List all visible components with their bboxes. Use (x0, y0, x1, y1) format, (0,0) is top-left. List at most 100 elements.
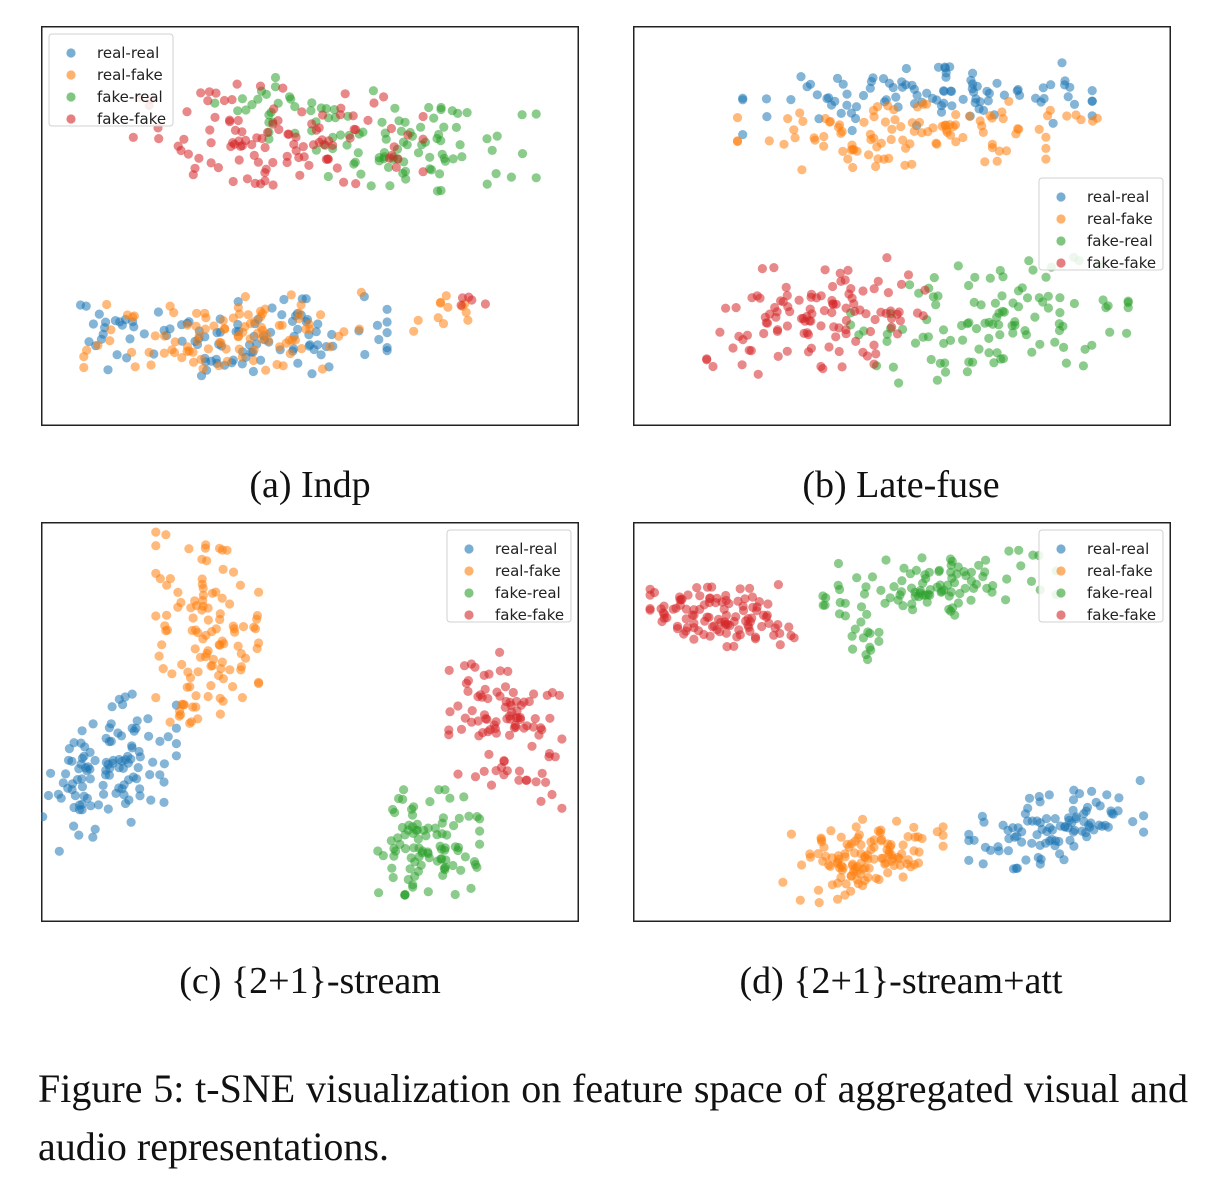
data-point (998, 114, 1008, 124)
data-point (218, 316, 228, 326)
data-point (403, 825, 413, 835)
data-point (814, 114, 824, 124)
data-point (238, 622, 249, 632)
data-point (159, 777, 169, 787)
data-point (869, 835, 879, 845)
data-point (936, 107, 947, 117)
data-point (186, 603, 196, 613)
data-point (183, 149, 193, 159)
data-point (412, 825, 422, 835)
data-point (325, 342, 335, 352)
data-point (994, 146, 1004, 156)
series-fake-fake (444, 647, 567, 813)
data-point (819, 141, 829, 151)
data-point (940, 367, 951, 377)
data-point (318, 110, 328, 120)
data-point (946, 86, 957, 96)
legend-label-real-fake: real-fake (1087, 210, 1153, 228)
data-point (914, 847, 924, 857)
data-point (390, 807, 400, 818)
data-point (866, 645, 876, 655)
data-point (473, 716, 483, 726)
data-point (746, 346, 756, 356)
data-point (69, 802, 79, 813)
data-point (88, 319, 98, 329)
data-point (909, 822, 919, 832)
data-point (1016, 561, 1026, 571)
data-point (871, 161, 881, 172)
data-point (921, 99, 932, 109)
series-real-fake (151, 527, 264, 728)
data-point (937, 586, 947, 596)
data-point (964, 318, 974, 328)
data-point (273, 116, 283, 126)
data-point (858, 347, 868, 357)
data-point (985, 111, 995, 121)
data-point (1028, 265, 1038, 275)
data-point (332, 163, 342, 173)
data-point (719, 604, 729, 614)
data-point (416, 122, 426, 132)
data-point (856, 849, 866, 859)
data-point (541, 777, 551, 787)
data-point (225, 599, 235, 609)
data-point (838, 79, 848, 89)
data-point (886, 840, 896, 850)
data-point (545, 713, 555, 723)
data-point (1034, 293, 1044, 303)
data-point (834, 346, 844, 357)
data-point (1113, 806, 1123, 816)
data-point (898, 840, 908, 850)
data-point (554, 690, 565, 700)
legend-label-fake-fake: fake-fake (1087, 606, 1156, 624)
data-point (987, 139, 997, 149)
data-point (88, 719, 98, 729)
data-point (197, 579, 207, 589)
data-point (193, 667, 203, 677)
data-point (253, 94, 263, 104)
data-point (453, 845, 463, 856)
data-point (69, 821, 79, 831)
data-point (1024, 793, 1035, 803)
data-point (214, 361, 224, 371)
data-point (1069, 298, 1079, 309)
panel-c-plot: real-real real-fake fake-real fake-fake (41, 522, 579, 922)
legend-marker-real-real (66, 48, 76, 58)
data-point (1122, 328, 1132, 338)
data-point (1043, 291, 1053, 301)
data-point (167, 669, 177, 679)
data-point (951, 137, 961, 147)
data-point (372, 320, 382, 330)
data-point (227, 95, 237, 105)
data-point (903, 855, 913, 865)
data-point (177, 353, 187, 363)
data-point (245, 334, 255, 344)
series-real-fake (79, 287, 473, 375)
data-point (464, 811, 474, 821)
data-point (813, 849, 823, 859)
data-point (191, 691, 201, 701)
data-point (1048, 118, 1058, 128)
data-point (819, 306, 829, 316)
data-point (1024, 256, 1034, 266)
data-point (947, 101, 957, 111)
data-point (237, 127, 247, 137)
data-point (841, 303, 851, 313)
data-point (159, 759, 169, 769)
data-point (992, 348, 1002, 358)
data-point (456, 724, 467, 734)
data-point (794, 295, 804, 305)
legend-label-real-fake: real-fake (1087, 562, 1153, 580)
data-point (283, 129, 293, 139)
legend-marker-fake-fake (1056, 258, 1066, 268)
data-point (920, 285, 930, 295)
data-point (429, 113, 439, 123)
data-point (233, 115, 243, 126)
data-point (682, 623, 692, 633)
legend-marker-real-real (1056, 544, 1066, 554)
data-point (907, 159, 917, 169)
data-point (272, 359, 282, 370)
data-point (985, 273, 995, 283)
data-point (413, 834, 423, 844)
data-point (163, 732, 173, 742)
